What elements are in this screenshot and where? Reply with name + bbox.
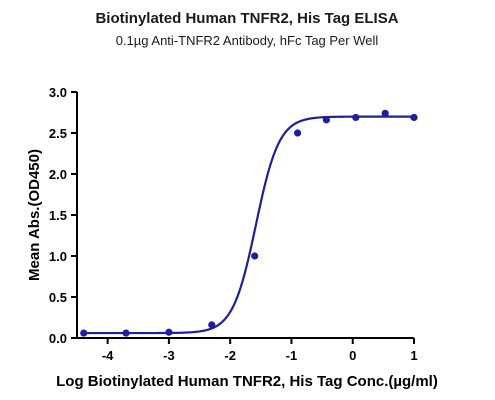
y-tick-label: 2.0 [49, 167, 67, 182]
x-tick-label: -4 [102, 348, 114, 363]
data-point [381, 109, 389, 117]
data-point [410, 113, 418, 122]
data-point [208, 321, 216, 329]
data-point [293, 129, 302, 137]
data-point [122, 329, 130, 337]
x-ticks: -4 -3 -2 -1 0 1 [102, 338, 418, 363]
x-tick-label: -2 [224, 348, 236, 363]
y-axis-label: Mean Abs.(OD450) [26, 149, 43, 281]
data-point [322, 116, 330, 124]
axes [76, 92, 414, 339]
x-tick-label: 1 [410, 348, 417, 363]
x-tick-label: -3 [163, 348, 175, 363]
x-axis-label: Log Biotinylated Human TNFR2, His Tag Co… [56, 373, 438, 390]
y-tick-label: 1.5 [49, 208, 67, 223]
data-point [80, 329, 88, 337]
y-tick-label: 0.0 [49, 331, 67, 346]
chart-subtitle: 0.1µg Anti-TNFR2 Antibody, hFc Tag Per W… [116, 33, 379, 48]
y-tick-label: 0.5 [49, 290, 67, 305]
chart-title: Biotinylated Human TNFR2, His Tag ELISA [95, 10, 398, 27]
y-tick-label: 1.0 [49, 249, 67, 264]
data-point [251, 252, 259, 260]
y-tick-label: 2.5 [49, 126, 67, 141]
data-points [80, 109, 418, 337]
data-point [352, 113, 360, 122]
fit-curve [83, 115, 414, 335]
x-tick-label: 0 [349, 348, 356, 363]
y-ticks: 0.0 0.5 1.0 1.5 2.0 2.5 3.0 [49, 85, 77, 346]
data-point [165, 328, 173, 336]
x-tick-label: -1 [286, 348, 298, 363]
y-tick-label: 3.0 [49, 85, 67, 100]
